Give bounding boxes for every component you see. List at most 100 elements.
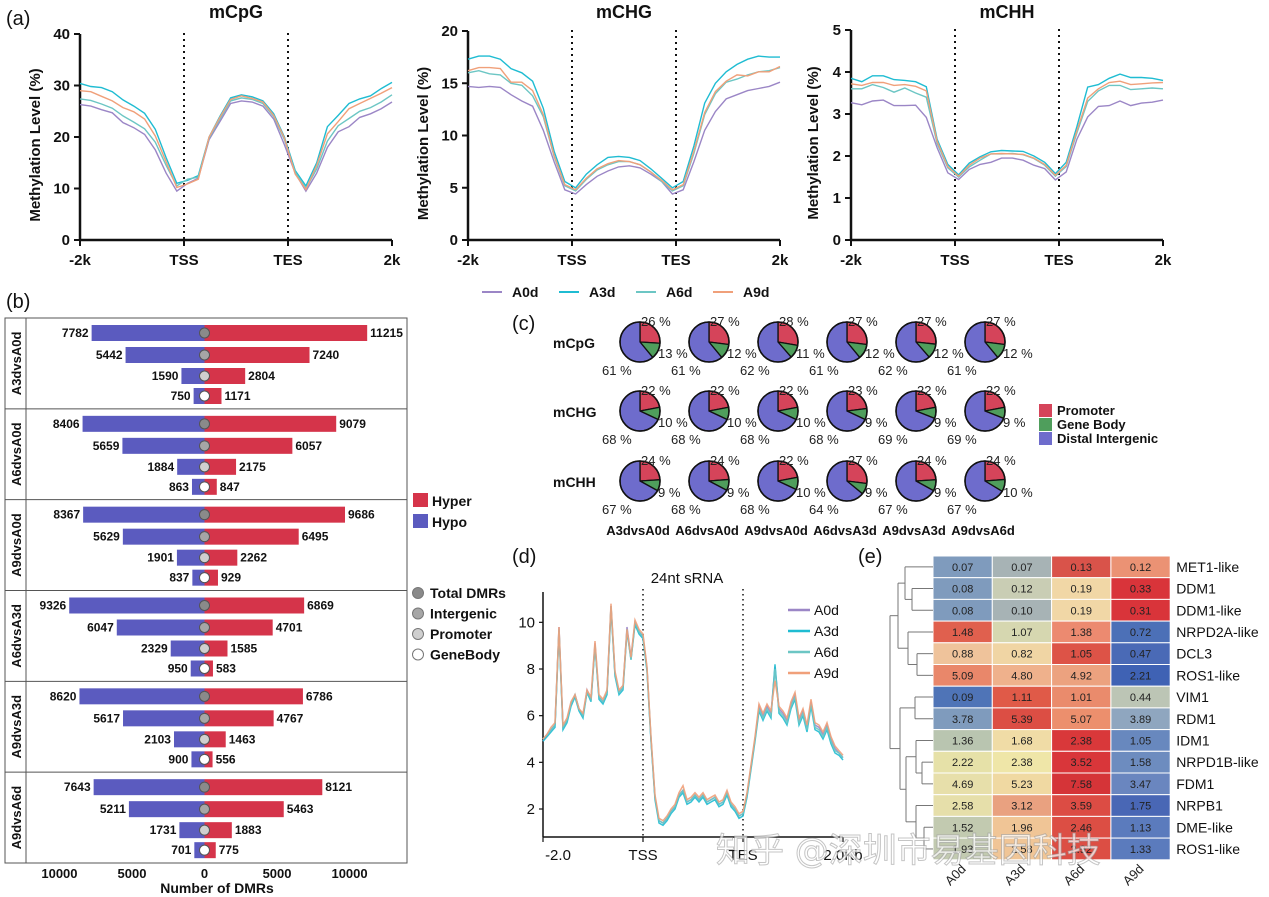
bar-hyper-promoter [204, 368, 246, 384]
y-tick-label: 10 [53, 181, 70, 198]
pie-label-promoter: 23 % [848, 383, 878, 398]
series-line-A3d [467, 55, 780, 189]
pie-label-promoter: 27 % [848, 453, 878, 468]
bar-hyper-intergenic [204, 347, 310, 363]
y-tick-label: 5 [450, 180, 458, 197]
heatmap-cell-value: 7.58 [1071, 779, 1092, 791]
heatmap-cell-value: 0.08 [952, 584, 973, 596]
pie-mCHG-A9dvsA6d: 22 % 9 % 69 % [947, 383, 1026, 447]
heatmap-cell-value: 2.92 [1071, 844, 1092, 856]
series-line-A9d [850, 80, 1164, 178]
hypo-value-label: 7643 [64, 780, 91, 794]
heatmap-row-nrpb1: 2.58 3.12 3.59 1.75 NRPB1 [932, 794, 1223, 817]
pie-row-label: mCHG [553, 404, 597, 420]
pie-mCpG-A6dvsA3d: 27 % 12 % 61 % [809, 314, 895, 378]
hyper-value-label: 9686 [348, 508, 375, 522]
dendrogram [889, 566, 933, 850]
hyper-value-label: 4701 [276, 621, 303, 635]
bar-hypo-promoter [179, 822, 205, 839]
bar-hyper-total-dmrs [204, 779, 323, 796]
bar-hyper-total-dmrs [204, 325, 368, 341]
pie-label-distal: 69 % [878, 432, 908, 447]
bar-group-A6dvsA3d: A6dvsA3d 9326 6869 6047 4701 2329 1585 950 583 [5, 590, 407, 677]
pie-label-promoter: 22 % [779, 383, 809, 398]
pie-label-promoter: 24 % [641, 453, 671, 468]
x-tick-label: 5000 [118, 866, 147, 881]
bar-hyper-total-dmrs [204, 597, 305, 614]
legend-dot-label: GeneBody [430, 647, 500, 663]
series-line-A6d [851, 83, 1164, 178]
legend-swatch-hypo [413, 514, 428, 528]
category-dot [199, 690, 210, 702]
category-dot [199, 440, 210, 452]
x-tick-label: 2.0Kb [823, 847, 862, 864]
pie-mCHG-A9dvsA3d: 22 % 9 % 69 % [878, 383, 957, 447]
panel-c-dmr-pies: mCpG 26 % 13 % 61 % 27 % 12 % 61 % 28 % 11 % 62 %… [553, 314, 1158, 538]
panel-d-srna-profile: 24nt sRNA 2 4 6 8 10 -2.0 TSS TES 2.0Kb A0d A3d A6d A… [518, 570, 862, 864]
x-tick-label: TSS [169, 252, 198, 269]
y-axis-label: Methylation Level (%) [415, 67, 432, 220]
pie-label-gene-body: 13 % [658, 346, 688, 361]
gene-label: DME-like [1176, 819, 1233, 835]
heatmap-cell-value: 5.39 [1011, 714, 1032, 726]
gene-label: DCL3 [1176, 646, 1212, 662]
hypo-value-label: 1884 [147, 460, 174, 474]
pie-outline [688, 460, 730, 502]
x-tick-label: 10000 [331, 866, 367, 881]
panel-e-heatmap: 0.07 0.07 0.13 0.12 MET1-like 0.08 0.12 0.19 0.3… [889, 555, 1259, 888]
heatmap-row-dme-like: 1.52 1.96 2.46 1.13 DME-like [932, 815, 1233, 839]
category-dot [199, 824, 210, 836]
heatmap-cell [1110, 837, 1171, 861]
heatmap-cell-value: 1.01 [1071, 692, 1092, 704]
heatmap-cell-value: 0.13 [1071, 562, 1092, 574]
line-chart-mCHH: mCHH 0 1 2 3 4 5 Methylation Level (%) -2k TSS TES… [805, 2, 1172, 269]
y-tick-label: 0 [450, 232, 458, 249]
bar-hyper-intergenic [204, 710, 274, 727]
pie-column-label: A6dvsA3d [813, 523, 877, 538]
line-chart-mCHG: mCHG 0 5 10 15 20 Methylation Level (%) -2k TSS T… [415, 2, 789, 269]
heatmap-cell-value: 0.33 [1130, 584, 1151, 596]
hyper-value-label: 11215 [370, 326, 403, 340]
legend-swatch-promoter [1039, 404, 1052, 417]
pie-label-gene-body: 9 % [1003, 415, 1026, 430]
hypo-value-label: 900 [168, 752, 188, 766]
heatmap-row-ros1-like: 1.93 2.58 2.92 1.33 ROS1-like [932, 837, 1240, 861]
hypo-value-label: 9326 [40, 599, 67, 613]
heatmap-cell-value: 0.07 [1011, 562, 1032, 574]
legend-label: Gene Body [1057, 417, 1126, 432]
y-tick-label: 3 [833, 106, 841, 123]
pie-label-gene-body: 9 % [865, 415, 888, 430]
gene-label: DDM1 [1176, 581, 1216, 597]
heatmap-cell-value: 1.13 [1130, 822, 1151, 834]
pie-outline [826, 390, 868, 432]
heatmap-cell-value: 0.47 [1130, 649, 1151, 661]
heatmap-cell-value: 1.11 [1012, 692, 1033, 704]
heatmap-row-ddm1: 0.08 0.12 0.19 0.33 DDM1 [932, 577, 1216, 600]
hypo-value-label: 2103 [144, 732, 171, 746]
pie-outline [964, 390, 1006, 432]
pie-column-label: A6dvsA0d [675, 523, 739, 538]
pie-mCpG-A6dvsA0d: 27 % 12 % 61 % [671, 314, 757, 378]
bar-hypo-total-dmrs [79, 688, 205, 705]
pie-label-gene-body: 10 % [796, 415, 826, 430]
pie-mCpG-A9dvsA0d: 28 % 11 % 62 % [740, 314, 825, 378]
pie-label-gene-body: 12 % [934, 346, 964, 361]
category-dot [199, 781, 210, 793]
bar-hypo-intergenic [128, 801, 205, 818]
pie-outline [619, 460, 661, 502]
heatmap-cell-value: 3.47 [1130, 779, 1151, 791]
hyper-value-label: 6869 [307, 599, 334, 613]
bar-hyper-total-dmrs [204, 688, 303, 705]
heatmap-cell-value: 2.58 [1011, 844, 1032, 856]
chart-title: 24nt sRNA [651, 570, 724, 587]
hyper-value-label: 775 [219, 843, 239, 857]
pie-label-promoter: 27 % [917, 314, 947, 329]
hyper-value-label: 5463 [287, 802, 314, 816]
pie-mCpG-A3dvsA0d: 26 % 13 % 61 % [602, 314, 688, 378]
y-tick-label: 20 [441, 23, 458, 40]
hyper-value-label: 1463 [229, 732, 256, 746]
pie-outline [688, 390, 730, 432]
pie-column-label: A3dvsA0d [606, 523, 670, 538]
heatmap-cell-value: 1.07 [1011, 627, 1032, 639]
bar-hypo-intergenic [116, 619, 205, 636]
